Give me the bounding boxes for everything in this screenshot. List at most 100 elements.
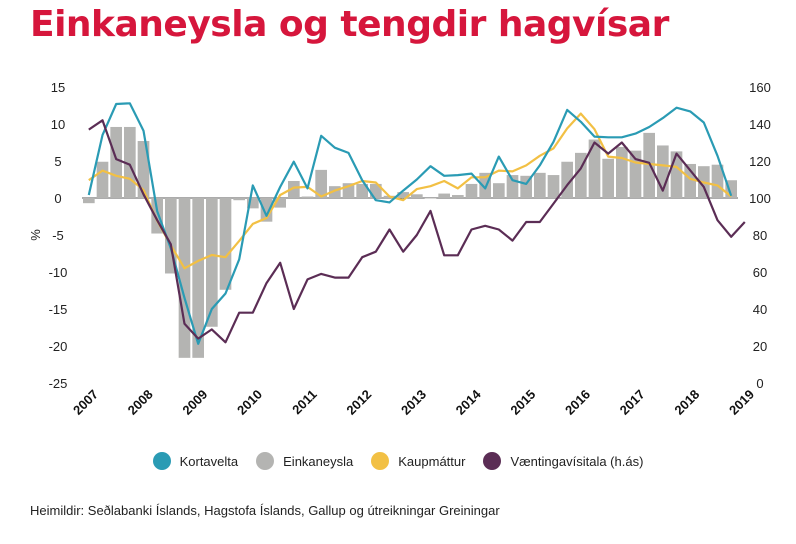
x-tick-label: 2008: [125, 387, 156, 418]
vantingavisitala-swatch-icon: [483, 452, 502, 470]
y-tick-label-left: 5: [54, 154, 61, 169]
x-tick-label: 2013: [398, 387, 429, 418]
einkaneysla-bar: [137, 141, 150, 198]
x-tick-label: 2007: [70, 387, 101, 418]
einkaneysla-bar: [506, 175, 519, 198]
y-tick-label-left: -5: [52, 228, 64, 243]
x-tick-label: 2010: [234, 387, 265, 418]
y-tick-label-left: -10: [49, 265, 68, 280]
einkaneysla-bar: [616, 146, 628, 198]
legend-label-kortavelta: Kortavelta: [179, 453, 239, 469]
einkaneysla-bar: [206, 198, 218, 327]
einkaneysla-bar: [192, 198, 204, 358]
kaupmattur-swatch-icon: [371, 452, 390, 470]
einkaneysla-bar: [520, 175, 532, 198]
y-tick-label-right: 100: [749, 191, 771, 206]
source-note: Heimildir: Seðlabanki Íslands, Hagstofa …: [30, 503, 500, 518]
y-tick-label-right: 0: [756, 376, 763, 391]
einkaneysla-bar: [151, 198, 163, 234]
einkaneysla-bar: [260, 198, 273, 222]
y-tick-label-left: -25: [49, 376, 68, 391]
einkaneysla-bar: [124, 126, 136, 198]
y-axis-right: 160 140 120 100 80 60 40 20 0: [749, 80, 771, 391]
einkaneysla-bar: [96, 161, 109, 198]
einkaneysla-bar: [424, 198, 437, 199]
einkaneysla-bar: [711, 164, 724, 198]
x-tick-label: 2018: [671, 387, 702, 418]
page-title: Einkaneysla og tengdir hagvísar: [30, 4, 669, 45]
y-tick-label-right: 60: [753, 265, 767, 280]
einkaneysla-bar: [588, 139, 601, 198]
einkaneysla-swatch-icon: [256, 452, 275, 470]
einkaneysla-bar: [411, 194, 423, 198]
einkaneysla-bar: [629, 150, 642, 198]
x-tick-label: 2011: [289, 387, 320, 418]
einkaneysla-bar: [178, 198, 191, 358]
legend-label-kaupmattur: Kaupmáttur: [398, 453, 466, 469]
y-tick-label-right: 80: [753, 228, 767, 243]
einkaneysla-bar: [165, 198, 177, 274]
einkaneysla-bar: [725, 180, 737, 198]
y-axis-left: 15 10 5 0 -5 -10 -15 -20 -25: [49, 80, 68, 391]
einkaneysla-bar: [274, 198, 286, 208]
einkaneysla-bar: [356, 183, 368, 198]
legend-item-vantingavisitala: Væntingavísitala (h.ás): [483, 452, 643, 470]
einkaneysla-bar: [288, 180, 300, 198]
einkaneysla-bar: [247, 198, 259, 209]
y-tick-label-right: 160: [749, 80, 771, 95]
y-tick-label-left: 15: [51, 80, 65, 95]
x-tick-label: 2019: [726, 387, 757, 418]
legend-item-kaupmattur: Kaupmáttur: [371, 452, 465, 470]
x-tick-label: 2017: [617, 387, 648, 418]
x-tick-label: 2016: [562, 387, 593, 418]
y-axis-label: %: [28, 229, 43, 241]
legend-label-einkaneysla: Einkaneysla: [283, 453, 354, 469]
einkaneysla-bar: [342, 183, 355, 198]
einkaneysla-bar: [83, 198, 95, 204]
einkaneysla-bar: [493, 183, 505, 198]
series-lines: [87, 102, 746, 345]
einkaneysla-bars: [83, 126, 737, 358]
legend-label-vantingavisitala: Væntingavísitala (h.ás): [510, 453, 644, 469]
einkaneysla-bar: [452, 195, 464, 198]
y-tick-label-right: 20: [753, 339, 767, 354]
x-tick-label: 2012: [343, 387, 374, 418]
y-tick-label-left: -15: [49, 302, 68, 317]
x-tick-label: 2015: [507, 387, 538, 418]
einkaneysla-bar: [315, 169, 327, 198]
einkaneysla-bar: [479, 172, 491, 198]
einkaneysla-bar: [397, 192, 409, 198]
einkaneysla-bar: [575, 152, 587, 198]
einkaneysla-bar: [329, 186, 341, 198]
y-tick-label-right: 140: [749, 117, 771, 132]
einkaneysla-bar: [643, 132, 655, 198]
einkaneysla-bar: [684, 163, 696, 198]
einkaneysla-bar: [465, 183, 478, 198]
x-axis: 2007 2008 2009 2010 2011 2012 2013 2014 2015 2016…: [70, 386, 757, 418]
einkaneysla-bar: [233, 198, 245, 201]
y-tick-label-right: 40: [753, 302, 767, 317]
einkaneysla-bar: [534, 172, 546, 198]
kaupmattur-line: [88, 112, 732, 270]
einkaneysla-bar: [561, 161, 573, 198]
x-tick-label: 2009: [179, 387, 210, 418]
einkaneysla-bar: [670, 151, 683, 198]
einkaneysla-bar: [110, 126, 122, 198]
einkaneysla-bar: [219, 198, 232, 290]
legend-item-kortavelta: Kortavelta: [152, 452, 239, 470]
legend: Kortavelta Einkaneysla Kaupmáttur Væntin…: [0, 452, 796, 470]
y-tick-label-left: 0: [54, 191, 61, 206]
kortavelta-swatch-icon: [152, 452, 171, 470]
legend-item-einkaneysla: Einkaneysla: [256, 452, 353, 470]
y-tick-label-left: 10: [51, 117, 65, 132]
einkaneysla-bar: [657, 145, 669, 198]
y-tick-label-right: 120: [749, 154, 771, 169]
einkaneysla-bar: [301, 196, 314, 198]
y-tick-label-left: -20: [49, 339, 68, 354]
einkaneysla-bar: [438, 193, 450, 198]
einkaneysla-bar: [547, 175, 560, 198]
chart: 15 10 5 0 -5 -10 -15 -20 -25 160 140 120 100 80 60 40 2…: [28, 80, 771, 418]
x-tick-label: 2014: [453, 386, 485, 418]
einkaneysla-bar: [602, 158, 614, 198]
vantingavisitala-line: [88, 119, 746, 344]
